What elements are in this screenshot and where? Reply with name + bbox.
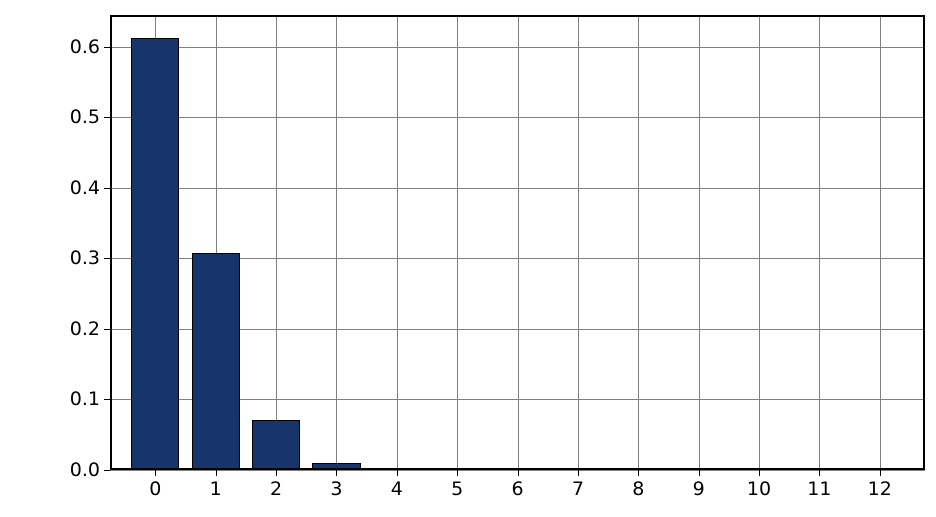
bar	[252, 420, 300, 470]
x-tick-label: 9	[693, 478, 705, 500]
gridline-vertical	[759, 15, 760, 470]
gridline-vertical	[880, 15, 881, 470]
x-tick	[699, 470, 700, 476]
y-tick	[104, 399, 110, 400]
x-tick-label: 2	[270, 478, 282, 500]
y-tick-label: 0.2	[60, 318, 100, 340]
x-tick	[216, 470, 217, 476]
gridline-vertical	[819, 15, 820, 470]
y-tick	[104, 470, 110, 471]
y-tick-label: 0.6	[60, 36, 100, 58]
x-tick	[880, 470, 881, 476]
plot-area	[110, 15, 925, 470]
y-tick	[104, 47, 110, 48]
x-tick-label: 10	[747, 478, 771, 500]
y-tick	[104, 188, 110, 189]
gridline-vertical	[457, 15, 458, 470]
axis-spine	[110, 15, 112, 470]
y-tick	[104, 329, 110, 330]
gridline-vertical	[638, 15, 639, 470]
x-tick-label: 0	[149, 478, 161, 500]
axis-spine	[110, 15, 925, 17]
x-tick	[578, 470, 579, 476]
x-tick-label: 3	[330, 478, 342, 500]
x-tick	[819, 470, 820, 476]
x-tick-label: 7	[572, 478, 584, 500]
gridline-vertical	[578, 15, 579, 470]
x-tick-label: 6	[511, 478, 523, 500]
y-tick-label: 0.5	[60, 106, 100, 128]
gridline-vertical	[276, 15, 277, 470]
y-tick-label: 0.1	[60, 388, 100, 410]
bar	[192, 253, 240, 470]
y-tick-label: 0.0	[60, 459, 100, 481]
y-tick-label: 0.4	[60, 177, 100, 199]
bar	[131, 38, 179, 470]
axis-spine	[923, 15, 925, 470]
gridline-vertical	[397, 15, 398, 470]
x-tick	[518, 470, 519, 476]
x-tick	[759, 470, 760, 476]
gridline-vertical	[336, 15, 337, 470]
x-tick-label: 8	[632, 478, 644, 500]
x-tick-label: 1	[210, 478, 222, 500]
y-tick	[104, 258, 110, 259]
x-tick-label: 11	[807, 478, 831, 500]
x-tick-label: 4	[391, 478, 403, 500]
x-tick	[638, 470, 639, 476]
x-tick-label: 5	[451, 478, 463, 500]
x-tick	[457, 470, 458, 476]
x-tick	[155, 470, 156, 476]
y-tick-label: 0.3	[60, 247, 100, 269]
gridline-vertical	[699, 15, 700, 470]
x-tick-label: 12	[868, 478, 892, 500]
gridline-vertical	[518, 15, 519, 470]
x-tick	[397, 470, 398, 476]
x-tick	[336, 470, 337, 476]
bar-chart: 0.00.10.20.30.40.50.60123456789101112	[0, 0, 936, 517]
y-tick	[104, 117, 110, 118]
x-tick	[276, 470, 277, 476]
